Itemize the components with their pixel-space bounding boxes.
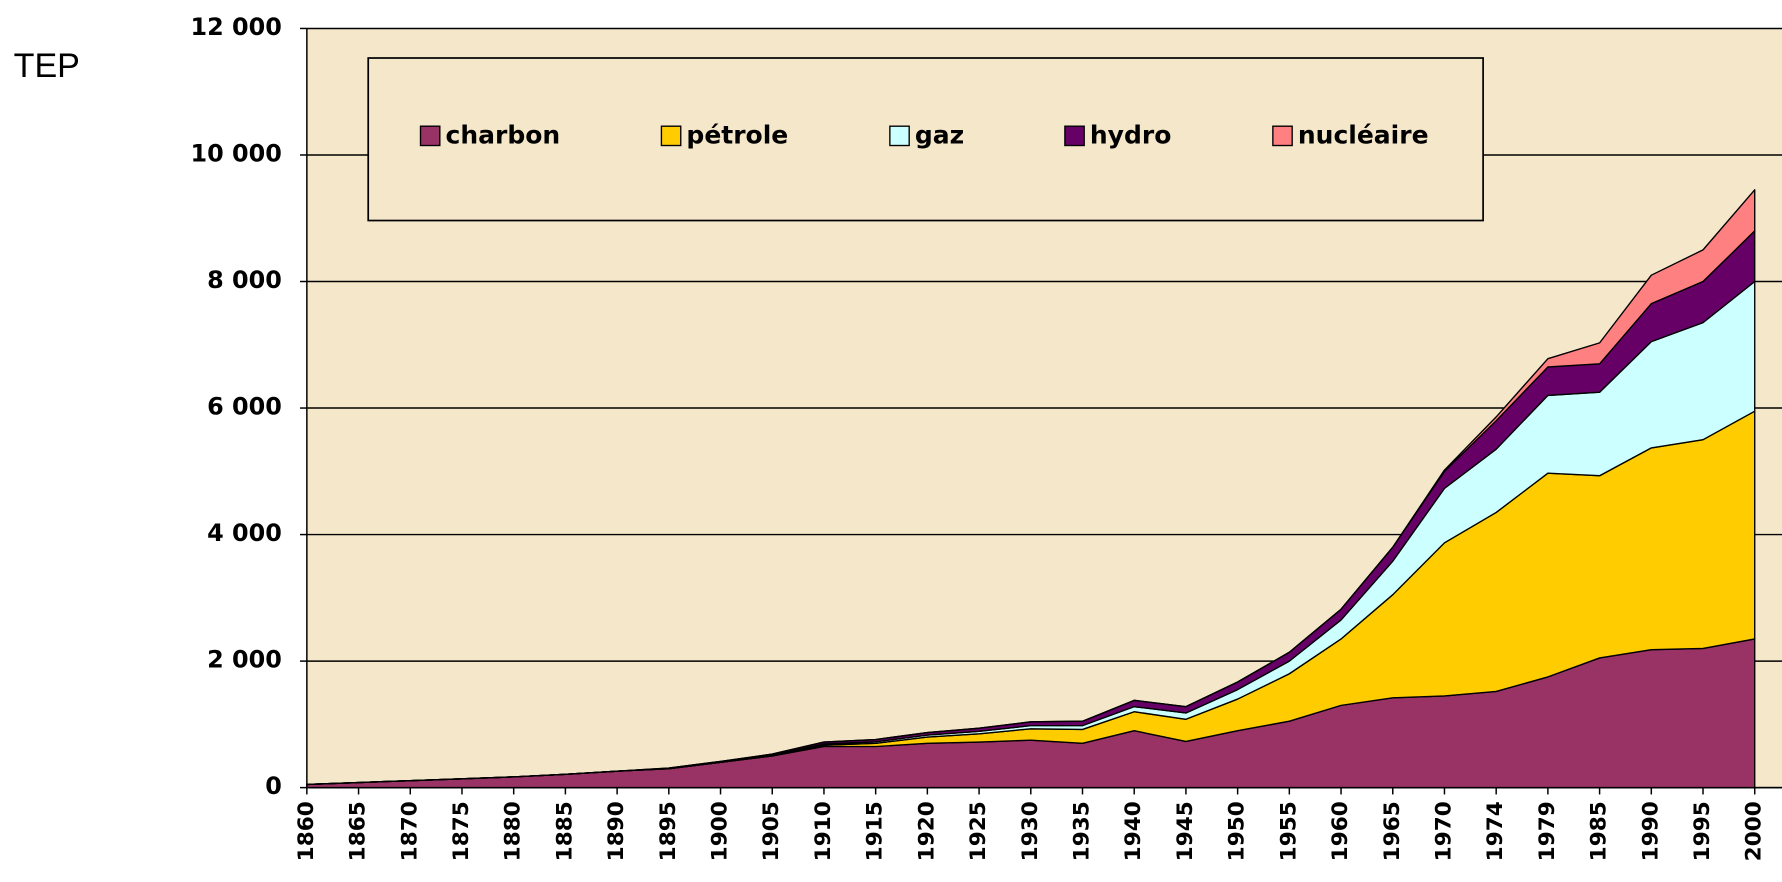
area-4: [306, 189, 1756, 786]
x-tick-label: 1950: [1225, 801, 1250, 861]
legend: charbon pétrole gaz hydro nucléaire: [367, 57, 1484, 222]
x-tick-label: 1890: [604, 801, 629, 861]
x-tick-label: 1974: [1483, 801, 1508, 861]
x-tick-label: 1895: [656, 801, 681, 861]
x-tick-label: 2000: [1742, 801, 1767, 861]
x-tick-label: 1970: [1431, 801, 1456, 861]
y-tick-labels: 0 2 000 4 000 6 000 8 000 10 000 12 000: [191, 13, 282, 800]
x-tick-label: 1979: [1535, 801, 1560, 861]
legend-box: [367, 57, 1484, 222]
x-tick-label: 1865: [346, 801, 371, 861]
legend-label: gaz: [915, 120, 964, 149]
legend-label: charbon: [445, 120, 560, 149]
x-tick-label: 1935: [1069, 801, 1094, 861]
x-tick-label: 1925: [966, 801, 991, 861]
legend-swatch: [419, 125, 441, 147]
x-tick-label: 1995: [1690, 801, 1715, 861]
x-tick-label: 1990: [1638, 801, 1663, 861]
x-tick-label: 1965: [1380, 801, 1405, 861]
x-tick-label: 1930: [1018, 801, 1043, 861]
x-tick-label: 1940: [1121, 801, 1146, 861]
x-tick-label: 1915: [863, 801, 888, 861]
x-tick-label: 1900: [708, 801, 733, 861]
y-tick-label: 0: [265, 772, 282, 800]
y-axis-label: TEP: [14, 47, 80, 85]
legend-label: hydro: [1090, 120, 1172, 149]
x-tick-label: 1880: [501, 801, 526, 861]
legend-swatch: [1064, 125, 1085, 147]
x-tick-label: 1875: [449, 801, 474, 861]
x-tick-label: 1905: [759, 801, 784, 861]
x-tick-label: 1985: [1587, 801, 1612, 861]
x-tick-label: 1920: [914, 801, 939, 861]
x-tick-label: 1885: [552, 801, 577, 861]
y-tick-label: 10 000: [191, 139, 282, 167]
y-tick-label: 6 000: [207, 393, 282, 421]
x-tick-label: 1960: [1328, 801, 1353, 861]
x-tick-label: 1860: [294, 801, 319, 861]
x-tick-label: 1910: [811, 801, 836, 861]
y-tick-label: 4 000: [207, 519, 282, 547]
legend-label: pétrole: [686, 120, 788, 149]
legend-swatch: [660, 125, 682, 147]
x-tick-label: 1870: [397, 801, 422, 861]
y-tick-label: 12 000: [191, 13, 282, 41]
legend-swatch: [1272, 125, 1293, 147]
y-tick-label: 2 000: [207, 646, 282, 674]
x-tick-label: 1945: [1173, 801, 1198, 861]
legend-label: nucléaire: [1298, 120, 1429, 149]
x-tick-label: 1955: [1276, 801, 1301, 861]
y-tick-label: 8 000: [207, 266, 282, 294]
legend-swatch: [889, 125, 910, 147]
